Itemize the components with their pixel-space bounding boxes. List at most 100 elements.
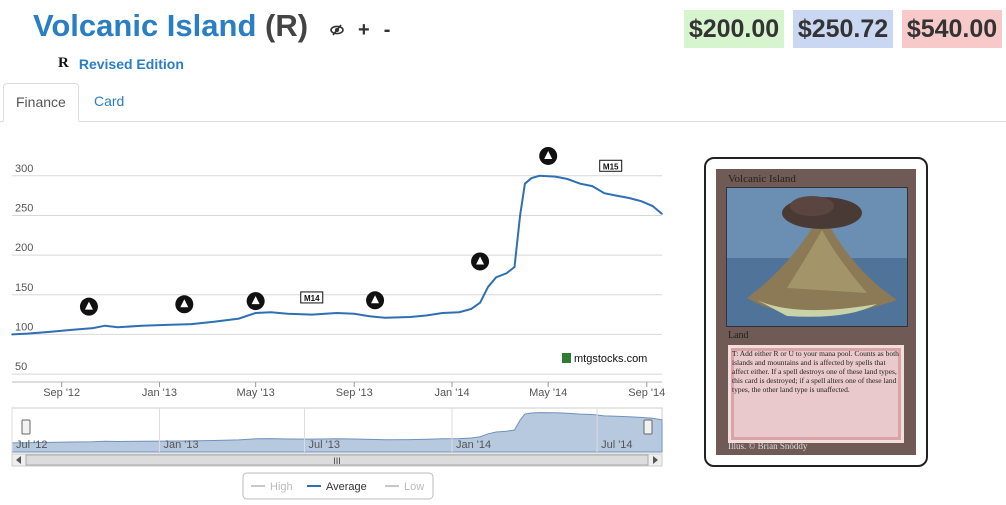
m14-set-icon: M14: [300, 291, 324, 304]
journey-into-nyx-set-icon: [539, 146, 558, 165]
navigator-tick-label: Jan '14: [456, 439, 491, 451]
data-point: [554, 175, 557, 178]
credit-text: mtgstocks.com: [574, 353, 647, 365]
x-tick-label: Jan '14: [434, 387, 469, 399]
data-point: [254, 312, 257, 314]
card-rules-text: T: Add either R or U to your mana pool. …: [728, 345, 904, 443]
navigator-handle[interactable]: [21, 419, 31, 435]
scrollbar-grip: III: [333, 456, 341, 466]
rarity-label: (R): [265, 8, 309, 43]
series-line-average: [11, 174, 663, 336]
eye-slash-icon[interactable]: [330, 20, 344, 40]
data-point: [441, 312, 444, 314]
y-tick-label: 300: [15, 163, 33, 175]
legend-item-high[interactable]: High: [251, 481, 293, 493]
data-point: [519, 214, 521, 217]
y-tick-label: 150: [15, 282, 33, 294]
data-point: [640, 200, 642, 202]
add-button[interactable]: +: [358, 19, 370, 41]
price-chart: 50 100 150 200 250 300 Sep '12 Jan '13 May '13 Se…: [11, 146, 665, 500]
data-point: [409, 316, 412, 318]
data-point: [487, 286, 489, 288]
x-tick-label: Jan '13: [142, 387, 177, 399]
set-symbol-icon: R: [58, 55, 69, 71]
remove-button[interactable]: -: [383, 19, 391, 41]
data-point: [566, 178, 569, 180]
x-tick-label: Sep '12: [43, 387, 80, 399]
data-point: [26, 332, 29, 335]
card-title: Volcanic Island (R): [33, 8, 308, 44]
set-badge-box: [599, 159, 623, 172]
price-average-badge: $250.72: [793, 10, 893, 48]
theros-set-icon: [366, 291, 385, 310]
data-point: [335, 312, 338, 314]
data-point: [104, 324, 106, 327]
card-art: [726, 187, 908, 327]
scroll-left-icon[interactable]: [16, 456, 21, 464]
chart-legend: High Average Low: [242, 472, 434, 500]
y-tick-label: 50: [15, 361, 27, 373]
data-point: [505, 272, 508, 275]
data-point: [530, 177, 533, 179]
price-high-badge: $540.00: [902, 10, 1002, 48]
set-symbol-mark: [180, 299, 189, 308]
navigator-tick-label: Jul '13: [309, 439, 340, 451]
navigator-tick-label: Jul '14: [601, 439, 632, 451]
y-tick-label: 100: [15, 321, 33, 333]
data-point: [661, 213, 663, 215]
tab-finance[interactable]: Finance: [3, 83, 79, 122]
data-point: [286, 312, 289, 315]
legend-label: Low: [404, 481, 424, 493]
set-badge-label: M14: [304, 294, 320, 303]
x-tick-label: Sep '14: [628, 387, 665, 399]
data-point: [141, 324, 143, 327]
data-point: [116, 326, 119, 329]
data-point: [238, 317, 240, 320]
data-point: [579, 182, 582, 185]
scroll-right-icon[interactable]: [653, 456, 658, 464]
set-name-link[interactable]: Revised Edition: [78, 55, 184, 72]
data-point: [591, 185, 594, 187]
tab-bar: Finance Card: [0, 83, 1006, 122]
set-symbol-mark: [251, 296, 260, 305]
scrollbar-thumb[interactable]: [25, 454, 649, 466]
navigator-series: [11, 412, 663, 453]
data-point: [603, 192, 606, 195]
data-point: [470, 308, 473, 310]
data-point: [310, 313, 313, 316]
legend-item-average[interactable]: Average: [307, 481, 367, 493]
data-point: [479, 301, 481, 304]
set-badge-box: [300, 291, 324, 304]
data-point: [353, 312, 356, 315]
data-point: [513, 266, 516, 268]
set-symbol-mark: [544, 150, 553, 159]
data-point: [270, 311, 272, 314]
born-of-the-gods-set-icon: [471, 252, 490, 271]
return-to-ravnica-set-icon: [79, 297, 98, 316]
data-point: [190, 323, 193, 325]
set-symbol-mark: [84, 301, 93, 310]
card-image: Volcanic Island Land T: Add either R or …: [716, 169, 916, 455]
data-point: [11, 333, 13, 336]
navigator-tick-label: Jul '12: [16, 439, 47, 451]
mtgstocks-logo-icon: [562, 353, 571, 363]
set-line: R Revised Edition: [58, 55, 184, 72]
dragons-maze-set-icon: [246, 292, 265, 311]
data-point: [213, 320, 215, 323]
card-toolbar: + -: [330, 20, 390, 40]
gatecrash-set-icon: [175, 295, 194, 314]
legend-item-low[interactable]: Low: [385, 481, 424, 493]
x-tick-label: May '14: [529, 387, 567, 399]
data-point: [615, 194, 618, 197]
m15-set-icon: M15: [599, 159, 623, 172]
tab-card[interactable]: Card: [94, 93, 125, 109]
y-tick-label: 250: [15, 202, 33, 214]
legend-box: [242, 472, 434, 500]
data-point: [651, 205, 654, 207]
x-tick-label: Sep '13: [336, 387, 373, 399]
navigator-handle[interactable]: [643, 419, 653, 435]
data-point: [47, 331, 49, 333]
card-name: Volcanic Island: [33, 8, 257, 43]
set-symbol-mark: [371, 295, 380, 304]
card-illustrator: Illus. © Brian Snõddy: [728, 441, 808, 451]
